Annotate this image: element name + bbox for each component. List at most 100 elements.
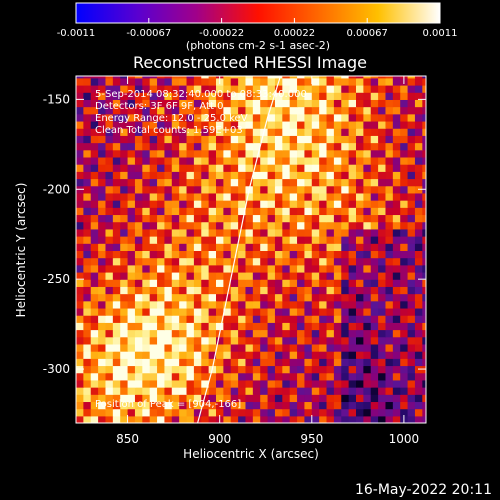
heatmap-cell: [193, 120, 202, 129]
heatmap-cell: [304, 358, 313, 367]
heatmap-cell: [378, 300, 387, 309]
heatmap-cell: [149, 92, 158, 100]
heatmap-cell: [171, 99, 180, 108]
heatmap-cell: [238, 401, 247, 410]
heatmap-cell: [245, 192, 254, 201]
heatmap-cell: [422, 329, 426, 338]
heatmap-cell: [422, 207, 426, 216]
heatmap-cell: [76, 300, 84, 309]
heatmap-cell: [260, 156, 269, 165]
heatmap-cell: [149, 394, 158, 403]
heatmap-cell: [112, 343, 121, 352]
heatmap-cell: [193, 351, 202, 359]
heatmap-cell: [407, 164, 416, 172]
heatmap-cell: [400, 221, 409, 230]
heatmap-cell: [127, 185, 136, 194]
heatmap-cell: [157, 214, 166, 223]
heatmap-cell: [252, 343, 261, 352]
heatmap-cell: [319, 214, 328, 223]
heatmap-cell: [230, 221, 239, 230]
heatmap-cell: [186, 408, 195, 417]
heatmap-cell: [201, 351, 210, 359]
heatmap-cell: [201, 394, 210, 403]
heatmap-cell: [230, 76, 239, 79]
heatmap-cell: [407, 142, 416, 151]
heatmap-cell: [98, 192, 107, 201]
heatmap-cell: [76, 257, 84, 266]
heatmap-cell: [179, 286, 188, 295]
heatmap-cell: [326, 329, 335, 338]
heatmap-cell: [378, 322, 387, 331]
heatmap-cell: [171, 142, 180, 151]
heatmap-cell: [267, 106, 276, 115]
heatmap-cell: [311, 92, 320, 100]
heatmap-cell: [164, 279, 173, 287]
heatmap-cell: [422, 84, 426, 93]
heatmap-cell: [193, 207, 202, 216]
heatmap-cell: [157, 415, 166, 423]
heatmap-cell: [120, 293, 129, 302]
heatmap-cell: [319, 178, 328, 187]
heatmap-cell: [76, 207, 84, 216]
heatmap-cell: [311, 142, 320, 151]
heatmap-cell: [149, 365, 158, 374]
heatmap-cell: [282, 207, 291, 216]
heatmap-cell: [370, 135, 379, 144]
heatmap-cell: [385, 279, 394, 287]
heatmap-cell: [289, 164, 298, 172]
y-axis-ticks: -150-200-250-300: [43, 92, 426, 376]
heatmap-cell: [157, 322, 166, 331]
heatmap-cell: [304, 322, 313, 331]
heatmap-cell: [216, 221, 224, 230]
heatmap-cell: [333, 156, 342, 165]
heatmap-cell: [90, 214, 99, 223]
heatmap-cell: [392, 257, 401, 266]
heatmap-cell: [274, 149, 283, 158]
heatmap-cell: [267, 236, 276, 244]
heatmap-cell: [127, 99, 136, 108]
heatmap-cell: [245, 336, 254, 345]
heatmap-cell: [341, 343, 350, 352]
heatmap-cell: [326, 77, 335, 86]
heatmap-cell: [414, 300, 423, 309]
heatmap-cell: [238, 171, 247, 180]
heatmap-cell: [245, 113, 254, 122]
heatmap-cell: [171, 76, 180, 79]
heatmap-cell: [157, 351, 166, 359]
heatmap-cell: [363, 243, 372, 251]
heatmap-cell: [193, 142, 202, 151]
heatmap-cell: [193, 300, 202, 309]
heatmap-cell: [208, 113, 217, 122]
heatmap-cell: [370, 358, 379, 367]
heatmap-cell: [400, 106, 409, 115]
heatmap-cell: [127, 379, 136, 388]
heatmap-cell: [260, 84, 269, 93]
heatmap-cell: [223, 185, 232, 194]
heatmap-cell: [76, 113, 84, 122]
heatmap-cell: [363, 128, 372, 136]
heatmap-cell: [164, 76, 173, 79]
heatmap-cell: [341, 164, 350, 172]
heatmap-cell: [356, 164, 364, 172]
heatmap-cell: [333, 264, 342, 273]
heatmap-cell: [289, 171, 298, 180]
heatmap-cell: [171, 365, 180, 374]
heatmap-cell: [333, 76, 342, 79]
heatmap-cell: [378, 401, 387, 410]
heatmap-cell: [112, 142, 121, 151]
heatmap-cell: [105, 185, 114, 194]
heatmap-cell: [385, 365, 394, 374]
heatmap-cell: [223, 415, 232, 423]
heatmap-cell: [400, 300, 409, 309]
heatmap-cell: [127, 142, 136, 151]
heatmap-cell: [105, 372, 114, 381]
heatmap-cell: [193, 286, 202, 295]
x-axis-ticks: 850 900 950 1000: [116, 76, 419, 446]
heatmap-cell: [193, 164, 202, 172]
heatmap-cell: [105, 171, 114, 180]
heatmap-cell: [230, 250, 239, 259]
heatmap-cell: [304, 365, 313, 374]
heatmap-cell: [385, 271, 394, 280]
heatmap-cell: [267, 77, 276, 86]
heatmap-cell: [348, 243, 357, 251]
